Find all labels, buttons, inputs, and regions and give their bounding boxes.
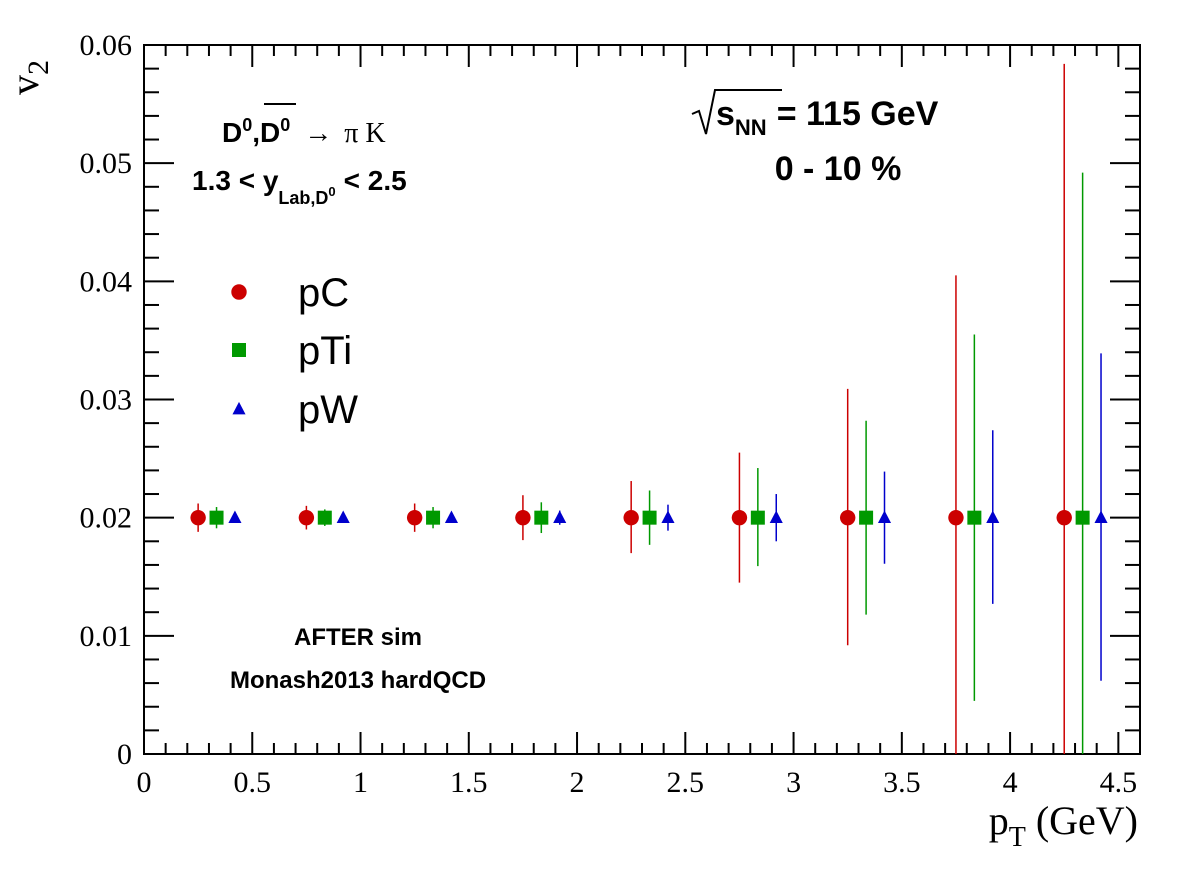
point-pTi	[426, 510, 441, 525]
point-pTi	[1075, 510, 1090, 525]
x-axis-title: pT (GeV)	[989, 798, 1138, 853]
sqrt-sign	[691, 89, 782, 135]
centrality-label: 0 - 10 %	[775, 150, 902, 188]
y-tick-label: 0.06	[80, 29, 133, 62]
x-tick-label: 3.5	[883, 766, 921, 799]
x-tick-label: 2.5	[667, 766, 705, 799]
point-pC	[406, 509, 423, 526]
point-pW	[661, 510, 675, 524]
point-pTi	[317, 510, 332, 525]
y-tick-label: 0.03	[80, 384, 133, 417]
y-tick-label: 0.04	[80, 265, 133, 298]
series-pW	[228, 353, 1108, 681]
point-pW	[877, 510, 892, 524]
x-tick-label: 1.5	[450, 766, 488, 799]
x-axis-title-sub: T	[1009, 822, 1026, 853]
point-pTi	[859, 510, 874, 525]
x-axis-title-main: p	[989, 798, 1009, 843]
point-pTi	[967, 510, 982, 525]
point-pW	[553, 510, 567, 524]
x-tick-label: 4	[1003, 766, 1018, 799]
y-tick-labels: 0 0.01 0.02 0.03 0.04 0.05 0.06	[80, 29, 133, 771]
y-axis-title: v2	[2, 60, 55, 95]
point-pC	[515, 509, 531, 526]
point-pTi	[209, 510, 224, 525]
series-layer	[190, 63, 1108, 754]
series-pC	[190, 63, 1072, 754]
y-tick-label: 0.05	[80, 147, 133, 180]
sim-label-line1: AFTER sim	[294, 624, 422, 651]
rapidity-range-label: 1.3 < yLab,D0 < 2.5	[192, 165, 407, 208]
point-pW	[1094, 510, 1108, 524]
point-pC	[731, 509, 748, 526]
point-pC	[190, 509, 206, 526]
series-pTi	[209, 172, 1090, 754]
axis-ticks	[143, 44, 1141, 755]
x-tick-label: 1	[353, 766, 368, 799]
point-pW	[228, 510, 242, 524]
collision-energy-label: sNN = 115 GeV	[716, 95, 939, 140]
point-pTi	[642, 510, 657, 525]
legend-marker-pTi	[232, 343, 246, 357]
point-pW	[769, 510, 783, 524]
point-pC	[948, 509, 964, 526]
point-pC	[623, 509, 639, 526]
legend-label-pW: pW	[298, 388, 358, 432]
y-axis-title-sub: 2	[22, 60, 55, 75]
legend-label-pC: pC	[298, 271, 349, 315]
x-tick-label: 0	[137, 766, 152, 799]
point-pTi	[750, 510, 765, 525]
point-pW	[444, 510, 459, 524]
point-pC	[1056, 509, 1072, 526]
legend-marker-pC	[231, 284, 247, 300]
point-pC	[839, 509, 856, 526]
point-pW	[986, 510, 1000, 524]
decay-channel-label: D0,D0 → π K	[222, 115, 386, 149]
y-tick-label: 0.01	[80, 620, 133, 653]
y-tick-label: 0	[117, 738, 132, 771]
x-tick-label: 0.5	[234, 766, 272, 799]
y-tick-label: 0.02	[80, 502, 133, 535]
x-tick-label: 2	[570, 766, 585, 799]
sim-label-line2: Monash2013 hardQCD	[230, 667, 486, 694]
point-pTi	[534, 510, 549, 525]
legend-label-pTi: pTi	[298, 329, 352, 373]
x-tick-label: 3	[786, 766, 801, 799]
point-pW	[336, 510, 350, 524]
x-tick-label: 4.5	[1100, 766, 1138, 799]
x-axis-title-unit: (GeV)	[1036, 798, 1138, 843]
legend: pC pTi pW	[231, 271, 358, 432]
x-tick-labels: 0 0.5 1 1.5 2 2.5 3 3.5 4 4.5	[137, 766, 1138, 799]
legend-marker-pW	[232, 401, 246, 415]
y-axis-title-main: v	[2, 75, 47, 95]
point-pC	[298, 509, 315, 526]
